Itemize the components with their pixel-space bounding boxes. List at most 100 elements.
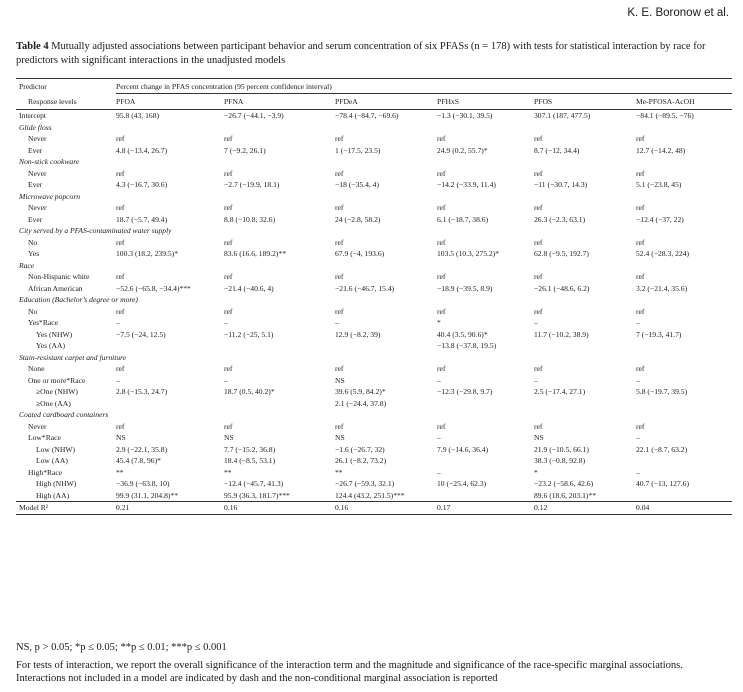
table-cell: 83.6 (16.6, 189.2)** [224, 249, 287, 259]
table-row: One or more*Race – – NS – – – [16, 375, 732, 387]
section-label: Coated cardboard containers [19, 410, 109, 420]
row-label: ≥One (AA) [36, 398, 71, 408]
table-cell: 38.3 (−0.8, 92.8) [534, 456, 586, 466]
table-cell: ref [335, 237, 344, 247]
table-cell: 45.4 (7.8, 96)* [116, 456, 161, 466]
table-row: ≥One (AA) 2.1 (−24.4, 37.8) [16, 398, 732, 410]
table-cell: 95.8 (43, 168) [116, 111, 160, 121]
table-cell: 26.3 (−2.3, 63.1) [534, 214, 586, 224]
interaction-footnote: For tests of interaction, we report the … [16, 659, 683, 685]
table-cell: ref [335, 306, 344, 316]
row-label: Low (NHW) [36, 444, 76, 454]
table-cell: ref [116, 134, 125, 144]
table-cell: 0.16 [224, 503, 238, 513]
table-cell: ** [335, 467, 343, 477]
table-cell: ref [437, 237, 446, 247]
table-cell: −21.4 (−40.6, 4) [224, 283, 274, 293]
table-cell: * [534, 467, 538, 477]
table-cell: – [224, 318, 228, 328]
row-label: One or more*Race [28, 375, 86, 385]
table-cell: 40.4 (3.5, 90.6)* [437, 329, 488, 339]
table-row: High (NHW) −36.9 (−63.8, 10) −12.4 (−45.7,… [16, 478, 732, 490]
table-cell: ref [534, 421, 543, 431]
table-cell: ref [636, 306, 645, 316]
table-row: No ref ref ref ref ref ref [16, 306, 732, 318]
table-cell [116, 340, 224, 352]
section-label: Education (Bachelor’s degree or more) [19, 295, 138, 305]
table-cell [534, 340, 636, 352]
table-cell: NS [335, 375, 345, 385]
table-row: Low (AA) 45.4 (7.8, 96)* 18.4 (−8.5, 53.1)… [16, 455, 732, 467]
table-cell [116, 398, 224, 410]
table-cell: 89.6 (18.6, 203.1)** [534, 490, 597, 500]
table-cell: 7 (−9.2, 26.1) [224, 145, 266, 155]
table-cell: ref [224, 421, 233, 431]
table-row: Yes*Race – – – * – – [16, 317, 732, 329]
table-cell [224, 340, 335, 352]
table-cell: 18.7 (0.5, 40.2)* [224, 387, 275, 397]
table-row: Never ref ref ref ref ref ref [16, 421, 732, 433]
table-cell: ref [335, 272, 344, 282]
table-cell: −26.1 (−48.6, 6.2) [534, 283, 590, 293]
table-cell: ref [116, 272, 125, 282]
running-header-author: K. E. Boronow et al. [627, 7, 729, 19]
table-cell: ref [224, 203, 233, 213]
table-cell: 39.6 (5.9, 84.2)* [335, 387, 386, 397]
section-label: City served by a PFAS-contaminated water… [19, 226, 172, 236]
table-cell: – [534, 375, 538, 385]
header-row-1: Predictor Percent change in PFAS concent… [16, 79, 733, 94]
column-header: PFOS [534, 97, 553, 106]
table-cell: −52.6 (−65.8, −34.4)*** [116, 283, 191, 293]
table-row: Yes (NHW) −7.5 (−24, 12.5) −11.2 (−25, 5.1… [16, 329, 732, 341]
table-cell: NS [335, 433, 345, 443]
row-label: None [28, 364, 45, 374]
predictor-header: Predictor [19, 81, 47, 91]
table-cell: 3.2 (−21.4, 35.6) [636, 283, 688, 293]
table-row: African American −52.6 (−65.8, −34.4)*** −… [16, 283, 732, 295]
table-cell: ref [636, 237, 645, 247]
table-row: Never ref ref ref ref ref ref [16, 133, 732, 145]
table-cell: ref [437, 203, 446, 213]
row-label: Never [28, 168, 47, 178]
table-cell: 62.8 (−9.5, 192.7) [534, 249, 589, 259]
response-levels-header: Response levels [28, 96, 77, 106]
row-label: High (AA) [36, 490, 70, 500]
row-label: Model R² [19, 503, 49, 513]
row-label: High (NHW) [36, 479, 77, 489]
table-cell [224, 398, 335, 410]
row-label: Yes*Race [28, 318, 59, 328]
table-cell: 2.9 (−22.1, 35.8) [116, 444, 168, 454]
table-cell: 21.9 (−10.5, 66.1) [534, 444, 589, 454]
section-row: Glide floss [16, 122, 732, 134]
table-cell: −7.5 (−24, 12.5) [116, 329, 166, 339]
table-cell: ref [116, 168, 125, 178]
table-cell [636, 455, 732, 467]
table-cell: 307.1 (187, 477.5) [534, 111, 591, 121]
table-cell: ref [224, 306, 233, 316]
table-row: No ref ref ref ref ref ref [16, 237, 732, 249]
table-cell: – [437, 467, 441, 477]
table-cell: 95.9 (36.3, 181.7)*** [224, 490, 290, 500]
table-cell: −23.2 (−58.6, 42.6) [534, 479, 594, 489]
table-cell: ref [534, 364, 543, 374]
table-cell [437, 398, 534, 410]
table-cell: ref [636, 168, 645, 178]
table-row: Ever 4.8 (−13.4, 26.7) 7 (−9.2, 26.1) 1 (−1… [16, 145, 732, 157]
table-cell: 4.3 (−16.7, 30.6) [116, 180, 168, 190]
table-cell: ref [636, 364, 645, 374]
table-row: Low*Race NS NS NS – NS – [16, 432, 732, 444]
table-cell: – [437, 375, 441, 385]
table-cell: ref [335, 421, 344, 431]
table-cell: ref [534, 272, 543, 282]
table-cell: ** [224, 467, 232, 477]
table-cell: ref [116, 421, 125, 431]
table-cell: 12.7 (−14.2, 48) [636, 145, 686, 155]
model-r2-row: Model R² 0.21 0.16 0.16 0.17 0.12 0.04 [16, 501, 733, 514]
table-cell: ref [224, 168, 233, 178]
table-cell: 0.04 [636, 503, 650, 513]
table-cell: 5.8 (−19.7, 39.5) [636, 387, 688, 397]
table-row: High (AA) 99.9 (31.1, 204.8)** 95.9 (36.3,… [16, 490, 732, 502]
results-table: Predictor Percent change in PFAS concent… [16, 78, 733, 515]
table-caption-label: Table 4 [16, 41, 49, 52]
table-cell: – [636, 433, 640, 443]
